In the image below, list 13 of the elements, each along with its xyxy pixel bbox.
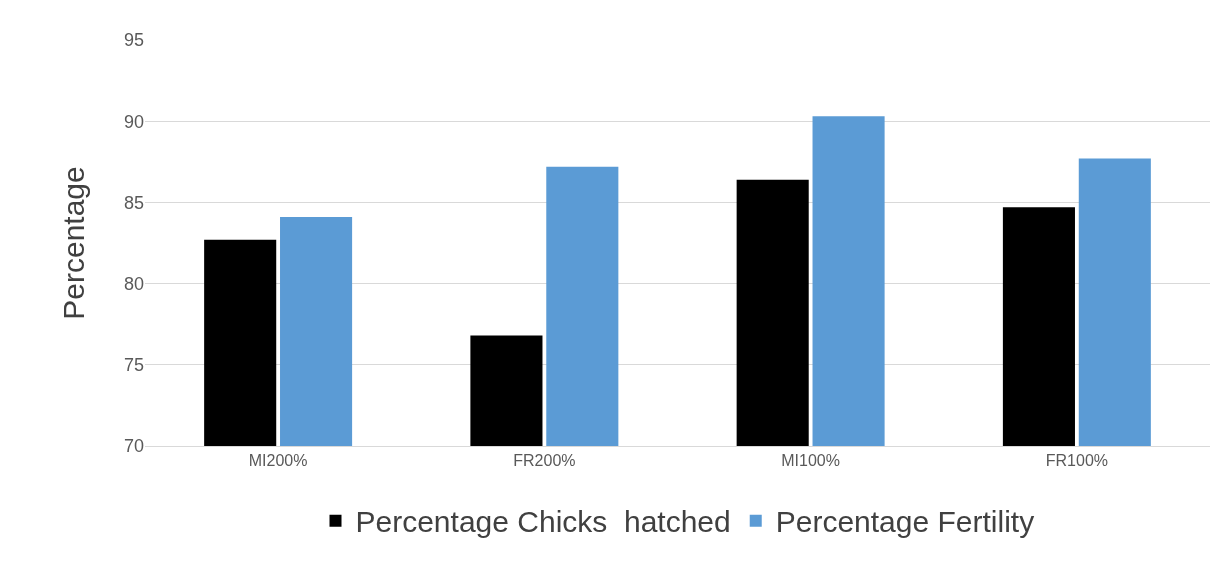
legend-label: Percentage Fertility [775,505,1035,539]
y-tick-label: 70 [123,436,144,457]
x-tick-label: MI200% [248,452,308,470]
x-tick-label: MI100% [781,452,840,470]
y-tick-label: 85 [123,192,144,213]
y-tick-label: 90 [123,111,144,132]
x-tick-label: FR100% [1045,452,1109,470]
x-tick-label: FR200% [513,452,576,470]
y-tick-label: 95 [123,30,144,51]
y-axis-title: Percentage [56,166,90,320]
legend-label: Percentage Chicks hatched [355,505,731,539]
y-tick-label: 75 [123,355,144,376]
y-tick-label: 80 [123,273,144,294]
